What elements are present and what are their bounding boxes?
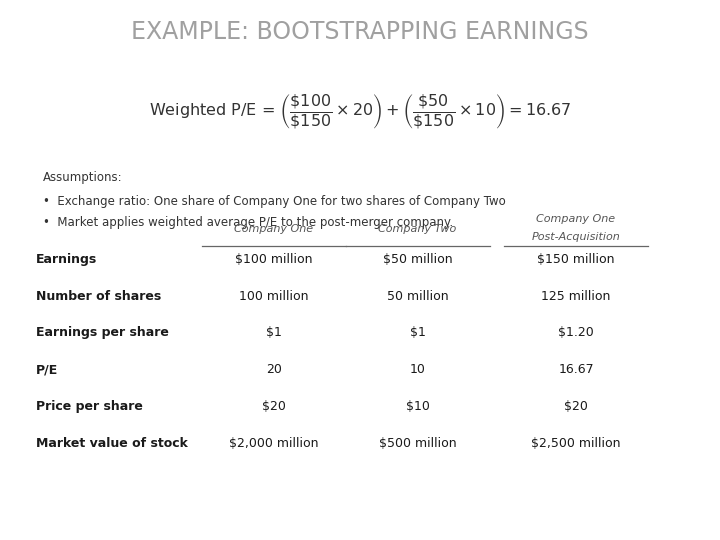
- Text: Number of shares: Number of shares: [36, 289, 161, 302]
- Text: $1.20: $1.20: [558, 326, 594, 339]
- Text: 16.67: 16.67: [558, 363, 594, 376]
- Text: $10: $10: [405, 400, 430, 413]
- Text: 50 million: 50 million: [387, 289, 449, 302]
- Text: $500 million: $500 million: [379, 437, 456, 450]
- Text: •  Exchange ratio: One share of Company One for two shares of Company Two: • Exchange ratio: One share of Company O…: [43, 195, 506, 208]
- Text: $2,500 million: $2,500 million: [531, 437, 621, 450]
- Text: Post-Acquisition: Post-Acquisition: [531, 233, 621, 242]
- Text: Earnings: Earnings: [36, 253, 97, 266]
- Text: $1: $1: [410, 326, 426, 339]
- Text: Earnings per share: Earnings per share: [36, 326, 169, 339]
- Text: Company One: Company One: [234, 224, 313, 233]
- Text: Company Two: Company Two: [379, 224, 456, 233]
- Text: 10: 10: [410, 363, 426, 376]
- Text: $1: $1: [266, 326, 282, 339]
- Text: •  Market applies weighted average P/E to the post-merger company.: • Market applies weighted average P/E to…: [43, 216, 454, 229]
- Text: Copyright © 2013 CFA Institute: Copyright © 2013 CFA Institute: [29, 515, 192, 525]
- Text: $100 million: $100 million: [235, 253, 312, 266]
- Text: $20: $20: [564, 400, 588, 413]
- Text: $20: $20: [261, 400, 286, 413]
- Text: 20: 20: [266, 363, 282, 376]
- Text: 125 million: 125 million: [541, 289, 611, 302]
- Text: 9: 9: [690, 513, 698, 526]
- Text: Price per share: Price per share: [36, 400, 143, 413]
- Text: Assumptions:: Assumptions:: [43, 171, 123, 184]
- Text: $50 million: $50 million: [383, 253, 452, 266]
- Text: Company One: Company One: [536, 214, 616, 224]
- Text: $150 million: $150 million: [537, 253, 615, 266]
- Text: P/E: P/E: [36, 363, 58, 376]
- Text: Market value of stock: Market value of stock: [36, 437, 188, 450]
- Text: EXAMPLE: BOOTSTRAPPING EARNINGS: EXAMPLE: BOOTSTRAPPING EARNINGS: [131, 20, 589, 44]
- Text: Weighted P/E = $\left(\dfrac{\$100}{\$150} \times 20\right) + \left(\dfrac{\$50}: Weighted P/E = $\left(\dfrac{\$100}{\$15…: [149, 93, 571, 131]
- Text: 100 million: 100 million: [239, 289, 308, 302]
- Text: $2,000 million: $2,000 million: [229, 437, 318, 450]
